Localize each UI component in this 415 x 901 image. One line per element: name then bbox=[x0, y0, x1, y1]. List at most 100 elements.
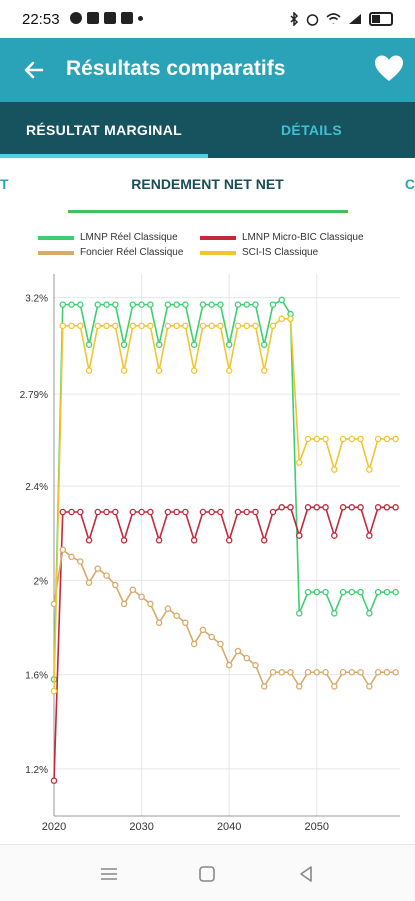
legend-swatch bbox=[200, 235, 236, 240]
app-notification-icon bbox=[121, 12, 133, 24]
legend-swatch bbox=[200, 250, 236, 255]
data-point bbox=[190, 640, 198, 648]
data-point bbox=[392, 588, 399, 596]
heart-icon bbox=[375, 55, 403, 81]
legend-item: Foncier Réel Classique bbox=[38, 247, 183, 258]
data-point bbox=[217, 508, 224, 516]
data-point bbox=[164, 508, 172, 516]
page-title: Résultats comparatifs bbox=[66, 57, 286, 80]
line-chart: 1.2% 1.6% 2% 2.4% 2.79% 3.2% 2020 2030 2040 2050 bbox=[20, 274, 400, 833]
data-point bbox=[287, 504, 294, 511]
data-point bbox=[339, 588, 347, 596]
data-point bbox=[304, 504, 312, 511]
data-point bbox=[374, 669, 382, 676]
data-point bbox=[85, 537, 93, 544]
back-nav-icon[interactable] bbox=[295, 863, 317, 885]
tab-details[interactable]: DÉTAILS bbox=[281, 122, 342, 138]
x-tick-label: 2030 bbox=[129, 821, 153, 833]
data-point bbox=[313, 669, 321, 676]
data-point bbox=[147, 322, 154, 330]
more-notifications-icon bbox=[138, 16, 143, 21]
data-point bbox=[269, 508, 277, 516]
tab-resultat-marginal[interactable]: RÉSULTAT MARGINAL bbox=[26, 122, 182, 138]
data-point bbox=[234, 647, 242, 655]
system-nav-bar bbox=[0, 844, 415, 901]
data-point bbox=[234, 322, 242, 330]
data-point bbox=[357, 435, 364, 443]
favorite-button[interactable] bbox=[373, 52, 405, 86]
data-point bbox=[155, 367, 163, 374]
data-point bbox=[243, 322, 250, 330]
recent-apps-icon[interactable] bbox=[98, 863, 120, 885]
data-point bbox=[234, 301, 242, 308]
data-point bbox=[77, 558, 84, 565]
data-point bbox=[50, 687, 58, 695]
wifi-icon bbox=[326, 13, 341, 24]
data-point bbox=[287, 315, 294, 323]
data-point bbox=[278, 315, 285, 323]
data-point bbox=[173, 508, 180, 516]
data-point bbox=[173, 322, 180, 330]
data-point bbox=[182, 619, 189, 627]
x-tick-label: 2050 bbox=[305, 821, 329, 833]
data-point bbox=[85, 341, 93, 348]
data-point bbox=[112, 301, 119, 308]
data-point bbox=[339, 435, 347, 443]
data-point bbox=[138, 508, 145, 516]
data-point bbox=[331, 683, 338, 690]
data-point bbox=[269, 669, 277, 676]
data-point bbox=[296, 532, 303, 539]
data-point bbox=[225, 367, 233, 374]
data-point bbox=[278, 504, 285, 511]
data-point bbox=[120, 537, 128, 544]
legend-item: LMNP Micro-BIC Classique bbox=[200, 232, 364, 243]
data-point bbox=[103, 572, 110, 579]
subtab-next[interactable]: C bbox=[404, 176, 415, 192]
data-point bbox=[348, 588, 356, 596]
tab-indicator bbox=[0, 154, 208, 158]
data-point bbox=[208, 508, 215, 516]
data-point bbox=[366, 610, 373, 617]
subtab-previous[interactable]: T bbox=[0, 176, 9, 192]
data-point bbox=[339, 669, 347, 676]
subtab-rendement-net-net[interactable]: RENDEMENT NET NET bbox=[131, 176, 284, 192]
data-point bbox=[68, 508, 75, 516]
data-point bbox=[331, 532, 338, 539]
back-button[interactable] bbox=[18, 54, 50, 86]
home-icon[interactable] bbox=[196, 863, 218, 885]
data-point bbox=[199, 626, 207, 634]
data-point bbox=[155, 619, 163, 627]
data-point bbox=[208, 633, 215, 641]
data-point bbox=[94, 565, 102, 572]
data-point bbox=[383, 588, 391, 596]
data-point bbox=[225, 341, 233, 348]
data-point bbox=[357, 588, 364, 596]
y-tick-label: 2.79% bbox=[20, 390, 48, 401]
arrow-left-icon bbox=[24, 61, 44, 79]
data-point bbox=[366, 466, 373, 473]
data-point bbox=[313, 588, 321, 596]
data-point bbox=[190, 367, 198, 374]
data-point bbox=[348, 435, 356, 443]
pinterest-icon bbox=[70, 12, 82, 24]
data-point bbox=[331, 466, 338, 473]
data-point bbox=[322, 435, 329, 443]
data-point bbox=[85, 367, 93, 374]
series-line bbox=[53, 506, 396, 781]
legend-item: LMNP Réel Classique bbox=[38, 232, 178, 243]
data-point bbox=[392, 669, 399, 676]
data-point bbox=[138, 593, 145, 601]
data-point bbox=[348, 669, 356, 676]
data-point bbox=[357, 669, 364, 676]
data-point bbox=[59, 301, 67, 308]
data-point bbox=[322, 588, 329, 596]
y-tick-label: 1.6% bbox=[25, 671, 48, 682]
status-bar: 22:53 bbox=[0, 0, 415, 38]
app-bar: Résultats comparatifs bbox=[0, 38, 415, 102]
data-point bbox=[260, 367, 268, 374]
data-point bbox=[322, 504, 329, 511]
data-point bbox=[269, 322, 277, 330]
y-tick-label: 2% bbox=[34, 576, 49, 587]
data-point bbox=[199, 322, 207, 330]
data-point bbox=[129, 508, 137, 516]
